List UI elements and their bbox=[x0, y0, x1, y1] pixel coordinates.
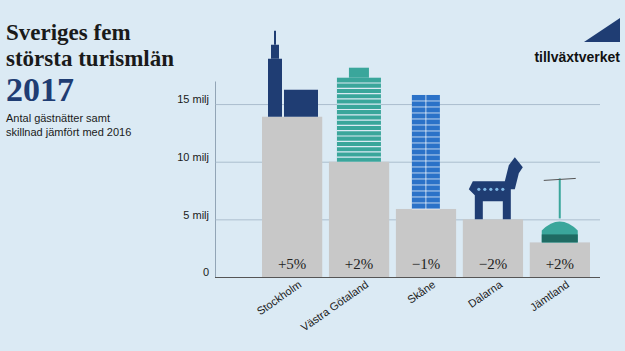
icon bbox=[337, 135, 381, 136]
y-axis-line bbox=[215, 82, 216, 278]
icon bbox=[425, 95, 426, 209]
icon bbox=[337, 109, 381, 110]
bar bbox=[530, 242, 590, 277]
bar bbox=[396, 209, 456, 277]
title: Sveriges femstörsta turismlän2017 bbox=[6, 20, 174, 108]
x-tick-label: Stockholm bbox=[255, 278, 304, 317]
icon bbox=[477, 188, 480, 191]
icon bbox=[542, 221, 578, 242]
y-axis: 0 5 milj 10 milj 15 milj bbox=[177, 82, 600, 279]
bar bbox=[463, 219, 523, 277]
icon bbox=[271, 45, 279, 59]
grid-line bbox=[215, 277, 600, 278]
x-tick: Dalarna bbox=[466, 277, 505, 310]
icon bbox=[337, 125, 381, 126]
icon bbox=[337, 104, 381, 105]
icon bbox=[337, 98, 381, 99]
icon bbox=[483, 188, 486, 191]
x-tick: Västra Götaland bbox=[298, 277, 370, 333]
x-axis: StockholmVästra Götaland Skåne Dalarna Jämt… bbox=[255, 277, 591, 333]
change-label: −1% bbox=[412, 256, 440, 272]
icons bbox=[268, 31, 578, 243]
icon bbox=[495, 188, 498, 191]
icon bbox=[274, 31, 276, 45]
icon bbox=[337, 130, 381, 131]
x-tick-label: Dalarna bbox=[466, 277, 505, 309]
icon bbox=[337, 141, 381, 142]
y-tick-label: 5 milj bbox=[183, 209, 209, 221]
icon bbox=[337, 82, 381, 83]
y-tick: 10 milj bbox=[177, 151, 600, 163]
icon bbox=[349, 68, 369, 78]
y-tick-label: 0 bbox=[203, 266, 209, 278]
y-tick: 15 milj bbox=[177, 93, 600, 105]
change-label: +2% bbox=[546, 256, 574, 272]
x-tick-label: Västra Götaland bbox=[298, 278, 370, 333]
x-tick: Skåne bbox=[405, 277, 437, 306]
icon bbox=[544, 178, 576, 180]
x-tick-label: Skåne bbox=[405, 278, 437, 306]
icon bbox=[337, 88, 381, 89]
y-tick: 5 milj bbox=[183, 209, 600, 221]
change-labels: +5% +2% −1% −2% +2% bbox=[278, 256, 574, 272]
icon bbox=[337, 146, 381, 147]
background bbox=[0, 0, 625, 351]
icon bbox=[337, 114, 381, 115]
x-tick: Jämtland bbox=[528, 277, 571, 313]
x-tick: Stockholm bbox=[255, 277, 304, 317]
icon bbox=[337, 93, 381, 94]
icon bbox=[337, 151, 381, 152]
chart: Sveriges femstörsta turismlän2017 Antal g… bbox=[0, 0, 625, 351]
icon bbox=[284, 90, 318, 117]
icon bbox=[469, 157, 523, 219]
icon bbox=[489, 188, 492, 191]
change-label: −2% bbox=[479, 256, 507, 272]
icon bbox=[559, 178, 561, 218]
subtitle: Antal gästnätter samtskillnad jämfört me… bbox=[6, 112, 131, 138]
y-tick-label: 10 milj bbox=[177, 151, 209, 163]
icon bbox=[337, 78, 381, 162]
y-tick-label: 15 milj bbox=[177, 93, 209, 105]
bar bbox=[262, 117, 322, 277]
icon bbox=[268, 59, 282, 117]
icon bbox=[412, 95, 440, 209]
change-label: +2% bbox=[345, 256, 373, 272]
bar bbox=[329, 162, 389, 277]
x-tick-label: Jämtland bbox=[528, 278, 571, 313]
change-label: +5% bbox=[278, 256, 306, 272]
icon bbox=[337, 120, 381, 121]
icon bbox=[542, 234, 578, 242]
logo-mark bbox=[584, 18, 620, 42]
icon bbox=[337, 157, 381, 158]
icon bbox=[501, 188, 504, 191]
source: tillväxtverket bbox=[534, 49, 620, 65]
x-axis-line bbox=[263, 277, 591, 278]
